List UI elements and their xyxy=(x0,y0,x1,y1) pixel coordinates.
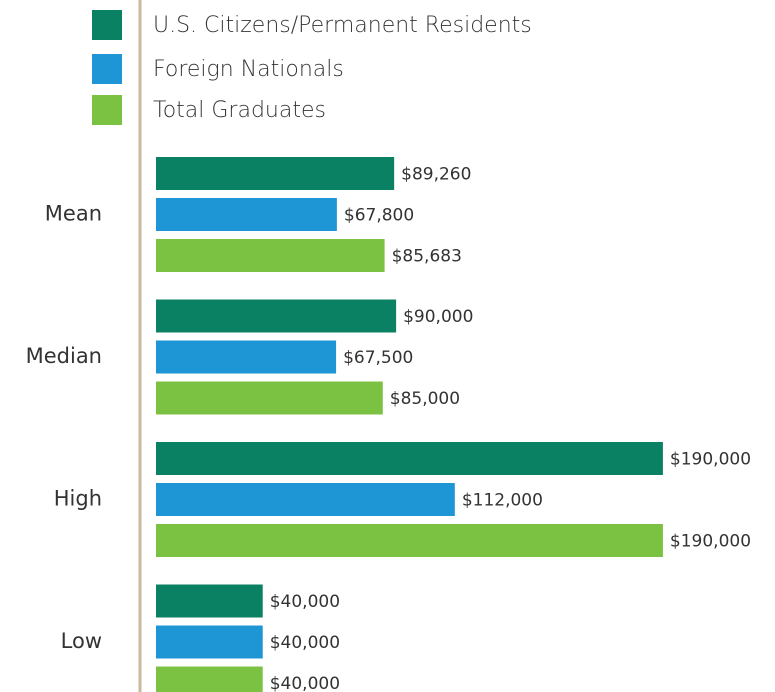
value-label: $89,260 xyxy=(401,165,471,185)
bar xyxy=(156,157,395,190)
value-label: $40,000 xyxy=(270,592,340,612)
legend-swatch xyxy=(92,95,122,125)
value-label: $85,683 xyxy=(392,247,462,267)
bar xyxy=(156,299,397,333)
category-label: Mean xyxy=(45,202,102,226)
bar xyxy=(156,524,663,557)
value-label: $67,800 xyxy=(344,206,414,226)
category-label: High xyxy=(54,487,102,511)
value-label: $85,000 xyxy=(390,389,460,409)
legend-swatch xyxy=(92,10,122,40)
legend-label: U.S. Citizens/Permanent Residents xyxy=(153,13,532,38)
value-label: $40,000 xyxy=(270,633,340,653)
bar xyxy=(156,442,663,475)
legend-swatch xyxy=(92,54,122,84)
bar xyxy=(156,584,263,618)
category-label: Median xyxy=(26,344,102,368)
value-label: $40,000 xyxy=(270,674,340,692)
value-label: $112,000 xyxy=(462,491,543,511)
value-label: $190,000 xyxy=(670,532,751,552)
bar xyxy=(156,483,455,516)
bar xyxy=(156,666,263,692)
legend-label: Foreign Nationals xyxy=(153,57,344,82)
bar xyxy=(156,340,337,374)
bar xyxy=(156,381,383,415)
value-label: $190,000 xyxy=(670,450,751,470)
value-label: $90,000 xyxy=(403,307,473,327)
value-label: $67,500 xyxy=(343,348,413,368)
bar xyxy=(156,239,385,272)
category-label: Low xyxy=(61,629,102,653)
bar xyxy=(156,198,337,231)
legend-label: Total Graduates xyxy=(153,98,326,123)
bar xyxy=(156,625,263,659)
